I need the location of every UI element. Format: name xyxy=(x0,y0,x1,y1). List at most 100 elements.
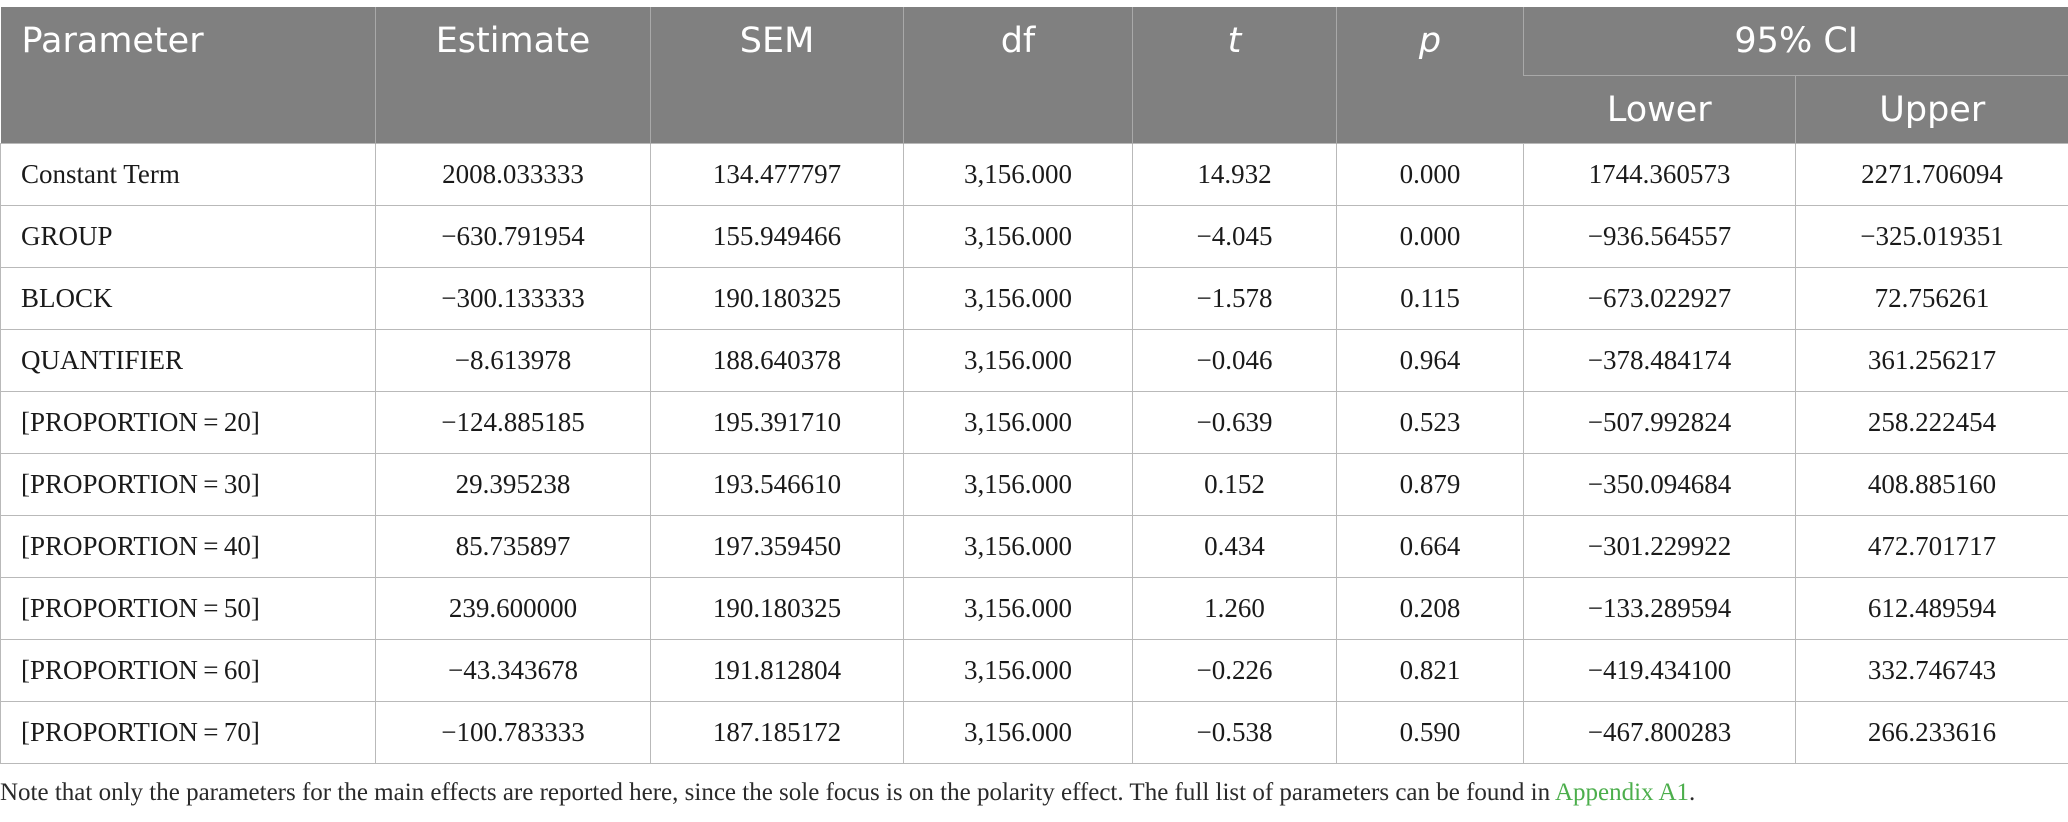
cell-lower: −133.289594 xyxy=(1523,577,1796,640)
table-row: GROUP −630.791954 155.949466 3,156.000 −4.04… xyxy=(0,205,2068,268)
cell-lower: −507.992824 xyxy=(1523,391,1796,454)
cell-parameter: GROUP xyxy=(0,205,376,268)
cell-sem: 197.359450 xyxy=(650,515,904,578)
footnote-text: Note that only the parameters for the ma… xyxy=(0,779,1555,806)
cell-estimate: −8.613978 xyxy=(375,329,651,392)
header-df: df xyxy=(903,7,1133,144)
cell-p: 0.208 xyxy=(1336,577,1524,640)
cell-sem: 155.949466 xyxy=(650,205,904,268)
cell-t: −0.538 xyxy=(1132,701,1337,764)
cell-t: −1.578 xyxy=(1132,267,1337,330)
cell-estimate: −124.885185 xyxy=(375,391,651,454)
cell-upper: 266.233616 xyxy=(1795,701,2068,764)
table-header: Parameter Estimate SEM df t p 95% CI Low… xyxy=(0,7,2068,144)
cell-t: −4.045 xyxy=(1132,205,1337,268)
cell-t: 14.932 xyxy=(1132,143,1337,206)
cell-t: −0.226 xyxy=(1132,639,1337,702)
cell-parameter: [PROPORTION = 30] xyxy=(0,453,376,516)
cell-estimate: 85.735897 xyxy=(375,515,651,578)
cell-df: 3,156.000 xyxy=(903,267,1133,330)
cell-df: 3,156.000 xyxy=(903,453,1133,516)
cell-sem: 134.477797 xyxy=(650,143,904,206)
cell-parameter: [PROPORTION = 70] xyxy=(0,701,376,764)
table-row: BLOCK −300.133333 190.180325 3,156.000 −1.57… xyxy=(0,267,2068,330)
cell-lower: −350.094684 xyxy=(1523,453,1796,516)
table-row: [PROPORTION = 20] −124.885185 195.391710 3,… xyxy=(0,391,2068,454)
cell-upper: 258.222454 xyxy=(1795,391,2068,454)
cell-upper: 2271.706094 xyxy=(1795,143,2068,206)
cell-sem: 195.391710 xyxy=(650,391,904,454)
cell-sem: 193.546610 xyxy=(650,453,904,516)
cell-lower: −419.434100 xyxy=(1523,639,1796,702)
cell-upper: 612.489594 xyxy=(1795,577,2068,640)
header-ci-upper: Upper xyxy=(1795,75,2068,144)
cell-p: 0.523 xyxy=(1336,391,1524,454)
cell-df: 3,156.000 xyxy=(903,143,1133,206)
cell-parameter: [PROPORTION = 60] xyxy=(0,639,376,702)
cell-p: 0.590 xyxy=(1336,701,1524,764)
table-row: Constant Term 2008.033333 134.477797 3,156.… xyxy=(0,143,2068,206)
cell-p: 0.000 xyxy=(1336,205,1524,268)
table-footnote: Note that only the parameters for the ma… xyxy=(0,779,1695,807)
table-row: [PROPORTION = 70] −100.783333 187.185172 3,… xyxy=(0,701,2068,764)
cell-upper: −325.019351 xyxy=(1795,205,2068,268)
results-table-container: Parameter Estimate SEM df t p 95% CI Low… xyxy=(0,7,2068,764)
footnote-end: . xyxy=(1689,779,1696,806)
cell-t: 1.260 xyxy=(1132,577,1337,640)
cell-sem: 190.180325 xyxy=(650,577,904,640)
cell-estimate: 239.600000 xyxy=(375,577,651,640)
cell-upper: 472.701717 xyxy=(1795,515,2068,578)
header-95-ci: 95% CI xyxy=(1523,7,2068,76)
table-row: [PROPORTION = 40] 85.735897 197.359450 3,15… xyxy=(0,515,2068,578)
table-row: QUANTIFIER −8.613978 188.640378 3,156.000 −0… xyxy=(0,329,2068,392)
cell-t: 0.152 xyxy=(1132,453,1337,516)
cell-p: 0.964 xyxy=(1336,329,1524,392)
cell-parameter: Constant Term xyxy=(0,143,376,206)
cell-upper: 332.746743 xyxy=(1795,639,2068,702)
header-parameter: Parameter xyxy=(0,7,376,144)
cell-sem: 188.640378 xyxy=(650,329,904,392)
cell-parameter: [PROPORTION = 40] xyxy=(0,515,376,578)
cell-parameter: [PROPORTION = 50] xyxy=(0,577,376,640)
header-estimate: Estimate xyxy=(375,7,651,144)
cell-parameter: BLOCK xyxy=(0,267,376,330)
cell-p: 0.000 xyxy=(1336,143,1524,206)
cell-estimate: −300.133333 xyxy=(375,267,651,330)
cell-lower: 1744.360573 xyxy=(1523,143,1796,206)
cell-estimate: 2008.033333 xyxy=(375,143,651,206)
cell-t: 0.434 xyxy=(1132,515,1337,578)
cell-p: 0.115 xyxy=(1336,267,1524,330)
cell-p: 0.821 xyxy=(1336,639,1524,702)
cell-upper: 72.756261 xyxy=(1795,267,2068,330)
header-sem: SEM xyxy=(650,7,904,144)
cell-t: −0.639 xyxy=(1132,391,1337,454)
appendix-link[interactable]: Appendix A1 xyxy=(1555,779,1690,806)
cell-sem: 187.185172 xyxy=(650,701,904,764)
cell-upper: 361.256217 xyxy=(1795,329,2068,392)
cell-df: 3,156.000 xyxy=(903,205,1133,268)
cell-parameter: [PROPORTION = 20] xyxy=(0,391,376,454)
header-t: t xyxy=(1132,7,1337,144)
cell-df: 3,156.000 xyxy=(903,577,1133,640)
cell-df: 3,156.000 xyxy=(903,329,1133,392)
cell-parameter: QUANTIFIER xyxy=(0,329,376,392)
cell-sem: 191.812804 xyxy=(650,639,904,702)
cell-p: 0.664 xyxy=(1336,515,1524,578)
cell-lower: −936.564557 xyxy=(1523,205,1796,268)
cell-estimate: −100.783333 xyxy=(375,701,651,764)
cell-lower: −301.229922 xyxy=(1523,515,1796,578)
cell-df: 3,156.000 xyxy=(903,515,1133,578)
cell-upper: 408.885160 xyxy=(1795,453,2068,516)
cell-df: 3,156.000 xyxy=(903,391,1133,454)
table-body: Constant Term 2008.033333 134.477797 3,156.… xyxy=(0,143,2068,764)
header-p: p xyxy=(1336,7,1524,144)
cell-p: 0.879 xyxy=(1336,453,1524,516)
table-row: [PROPORTION = 60] −43.343678 191.812804 3,1… xyxy=(0,639,2068,702)
cell-estimate: −43.343678 xyxy=(375,639,651,702)
parameter-estimates-table: Parameter Estimate SEM df t p 95% CI Low… xyxy=(0,7,2068,764)
cell-lower: −467.800283 xyxy=(1523,701,1796,764)
cell-df: 3,156.000 xyxy=(903,639,1133,702)
cell-lower: −673.022927 xyxy=(1523,267,1796,330)
cell-estimate: −630.791954 xyxy=(375,205,651,268)
cell-sem: 190.180325 xyxy=(650,267,904,330)
